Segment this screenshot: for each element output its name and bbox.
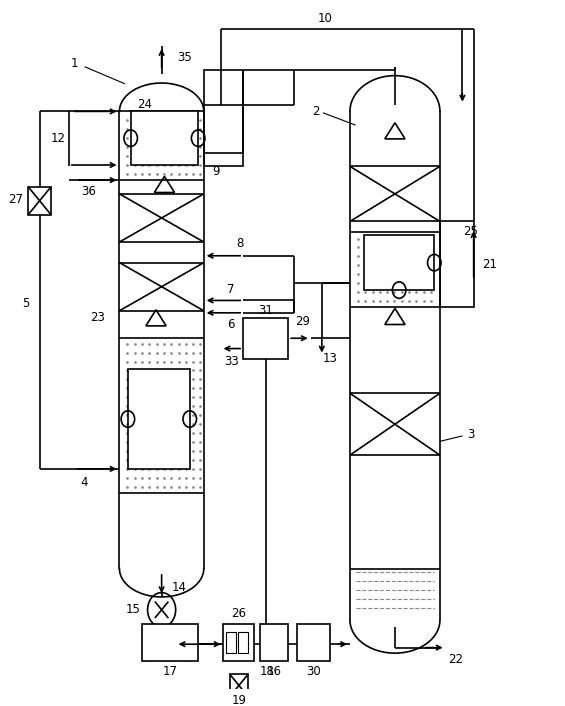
Bar <box>230 674 248 696</box>
Bar <box>225 633 236 653</box>
Text: 16: 16 <box>267 665 281 678</box>
Text: 29: 29 <box>295 315 310 328</box>
Bar <box>364 235 434 290</box>
Text: 2: 2 <box>312 105 320 118</box>
Text: 9: 9 <box>212 165 220 178</box>
Text: 14: 14 <box>172 581 187 594</box>
Text: 23: 23 <box>90 311 106 324</box>
Bar <box>243 318 288 359</box>
Text: 5: 5 <box>22 297 29 311</box>
Text: 3: 3 <box>467 428 475 441</box>
Bar <box>28 187 51 215</box>
Text: 25: 25 <box>463 225 479 238</box>
Text: 24: 24 <box>137 98 152 111</box>
Text: 10: 10 <box>317 12 332 25</box>
Bar <box>131 112 198 165</box>
Text: 4: 4 <box>81 476 88 489</box>
Text: 22: 22 <box>449 653 463 666</box>
Text: 15: 15 <box>125 604 140 616</box>
Text: 13: 13 <box>323 352 338 365</box>
Text: 26: 26 <box>232 606 246 620</box>
Text: 19: 19 <box>232 694 246 706</box>
Text: 1: 1 <box>71 56 78 70</box>
Text: 12: 12 <box>51 133 66 145</box>
Bar <box>260 623 288 662</box>
Text: 7: 7 <box>227 282 234 296</box>
Bar <box>297 623 331 662</box>
Text: 18: 18 <box>260 665 275 678</box>
Text: 30: 30 <box>306 665 321 678</box>
Text: 31: 31 <box>258 304 273 317</box>
Text: 33: 33 <box>224 355 239 369</box>
Bar <box>204 70 243 167</box>
Bar <box>224 623 254 662</box>
Text: 35: 35 <box>177 52 192 64</box>
Bar <box>128 369 190 469</box>
Bar <box>440 222 473 307</box>
Text: 8: 8 <box>236 237 243 250</box>
Text: 6: 6 <box>227 318 234 330</box>
Bar <box>142 623 198 662</box>
Bar <box>237 633 247 653</box>
Text: 27: 27 <box>8 193 23 206</box>
Text: 17: 17 <box>163 665 177 678</box>
Text: 32: 32 <box>168 626 183 640</box>
Text: 36: 36 <box>81 185 96 198</box>
Text: 21: 21 <box>482 258 497 271</box>
